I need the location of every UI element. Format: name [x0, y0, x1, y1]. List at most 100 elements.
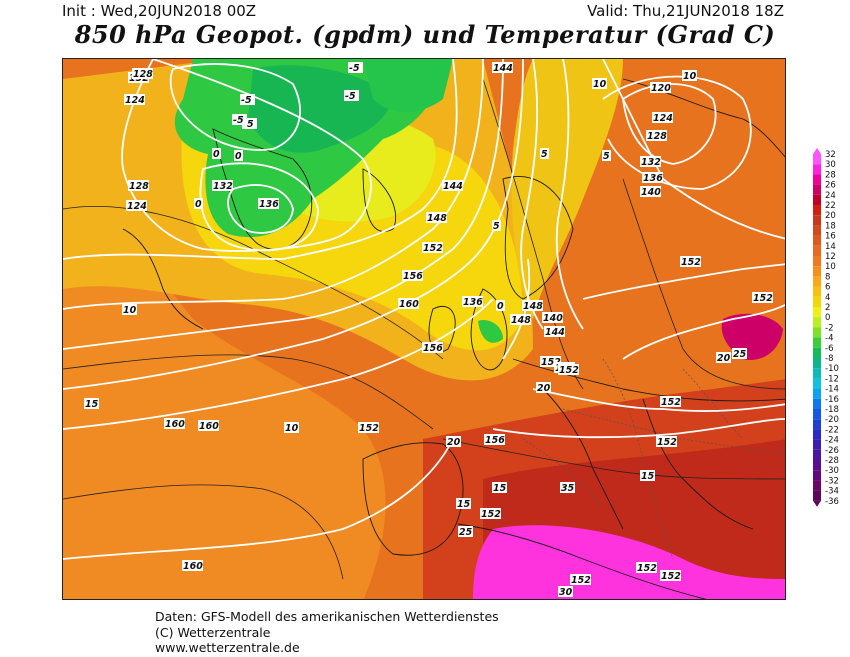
legend-label: -8 [825, 354, 833, 364]
legend-label: -34 [825, 487, 839, 497]
legend-label: 18 [825, 221, 836, 231]
legend-swatch [813, 490, 821, 501]
temperature-label: 10 [123, 305, 137, 316]
geopotential-label: 124 [127, 201, 147, 212]
geopotential-label: 156 [423, 343, 443, 354]
temperature-label: 0 [235, 151, 242, 162]
temperature-label: 0 [213, 149, 220, 160]
geopotential-label-bg [642, 172, 663, 183]
geopotential-label-bg [660, 396, 681, 407]
geopotential-label-bg [462, 296, 483, 307]
legend-label: -30 [825, 466, 839, 476]
legend-label: -2 [825, 323, 833, 333]
legend-swatch [813, 460, 821, 471]
geopotential-label: 120 [651, 83, 671, 94]
legend-label: 30 [825, 160, 836, 170]
temperature-label-bg [492, 482, 507, 493]
legend-label: -26 [825, 446, 839, 456]
temperature-label: -5 [349, 63, 360, 74]
init-time: Init : Wed,20JUN2018 00Z [62, 2, 257, 20]
legend-swatch [813, 378, 821, 389]
temperature-label-bg [558, 586, 573, 597]
geopotential-label: 152 [541, 357, 561, 368]
geopotential-label: 128 [647, 131, 667, 142]
temperature-label-bg [602, 150, 611, 161]
legend-label: -32 [825, 476, 839, 486]
geopotential-label: 136 [463, 297, 483, 308]
legend-label: 28 [825, 170, 836, 180]
geopotential-label: 144 [545, 327, 565, 338]
valid-time: Valid: Thu,21JUN2018 18Z [587, 2, 784, 20]
geopotential-label: 148 [511, 315, 531, 326]
geopotential-label-bg [680, 256, 701, 267]
geopotential-label-bg [544, 326, 565, 337]
temperature-label-bg [122, 304, 137, 315]
political-borders [522, 358, 785, 560]
legend-swatch [813, 266, 821, 277]
legend-bottom-arrow [813, 500, 821, 507]
temperature-label-bg [716, 352, 731, 363]
geopotential-label: 160 [399, 299, 419, 310]
geopotential-label: 152 [481, 509, 501, 520]
legend-swatch [813, 388, 821, 399]
temperature-label: -5 [241, 95, 252, 106]
legend-label: -14 [825, 385, 839, 395]
legend-swatch [813, 174, 821, 185]
geopotential-label: 136 [259, 199, 279, 210]
temperature-label-bg [348, 62, 363, 73]
footer-copyright: (C) Wetterzentrale [155, 624, 271, 640]
temperature-label: 20 [717, 353, 731, 364]
temperature-label-bg [234, 150, 243, 161]
geopotential-label: 128 [133, 69, 153, 80]
geopotential-label-bg [558, 364, 579, 375]
geopotential-label: 152 [657, 437, 677, 448]
temperature-label: 5 [541, 149, 548, 160]
temperature-label-bg [284, 422, 299, 433]
temperature-label-bg [732, 348, 747, 359]
legend-swatch [813, 327, 821, 338]
geopotential-label-bg [484, 434, 505, 445]
legend-swatch [813, 154, 821, 165]
legend-swatch [813, 470, 821, 481]
geopotential-label: 148 [523, 301, 543, 312]
legend-swatch [813, 194, 821, 205]
temp-field-green-dark [248, 65, 393, 153]
legend-swatch [813, 225, 821, 236]
legend-swatch [813, 347, 821, 358]
geopotential-label-bg [426, 212, 447, 223]
legend-swatch [813, 276, 821, 287]
temperature-label: 0 [195, 199, 202, 210]
legend-swatch [813, 256, 821, 267]
geopotential-label-bg [480, 508, 501, 519]
legend-swatch [813, 317, 821, 328]
geopotential-label-bg [652, 112, 673, 123]
temperature-label: 10 [285, 423, 299, 434]
footer-website[interactable]: www.wetterzentrale.de [155, 640, 300, 655]
temperature-label-bg [536, 382, 551, 393]
geopotential-label-bg [646, 130, 667, 141]
geopotential-label: 152 [661, 397, 681, 408]
geopotential-label: 132 [213, 181, 233, 192]
legend-label: 8 [825, 272, 830, 282]
temperature-label: 5 [603, 151, 610, 162]
legend-swatch [813, 307, 821, 318]
geopotential-label-bg [570, 574, 591, 585]
legend-label: -10 [825, 364, 839, 374]
geopotential-label-bg [124, 94, 145, 105]
geopotential-label-bg [422, 342, 443, 353]
legend-label: 4 [825, 293, 830, 303]
legend-label: 12 [825, 252, 836, 262]
geopotential-label-bg [492, 62, 513, 73]
legend-label: 10 [825, 262, 836, 272]
color-legend: 32 30 28 26 24 22 20 18 16 14 12 10 8 6 4 2 0 -2 -4 -6 -8 -10… [812, 148, 850, 514]
legend-label: 20 [825, 211, 836, 221]
geopotential-label: 128 [129, 181, 149, 192]
temperature-label-bg [242, 118, 257, 129]
temperature-label-bg [194, 198, 203, 209]
footer-data-source: Daten: GFS-Modell des amerikanischen Wet… [155, 609, 499, 624]
temperature-label-bg [540, 148, 549, 159]
temperature-label: 15 [85, 399, 99, 410]
temperature-label-bg [344, 90, 359, 101]
geopotential-label: 124 [125, 95, 145, 106]
temperature-label-bg [84, 398, 99, 409]
